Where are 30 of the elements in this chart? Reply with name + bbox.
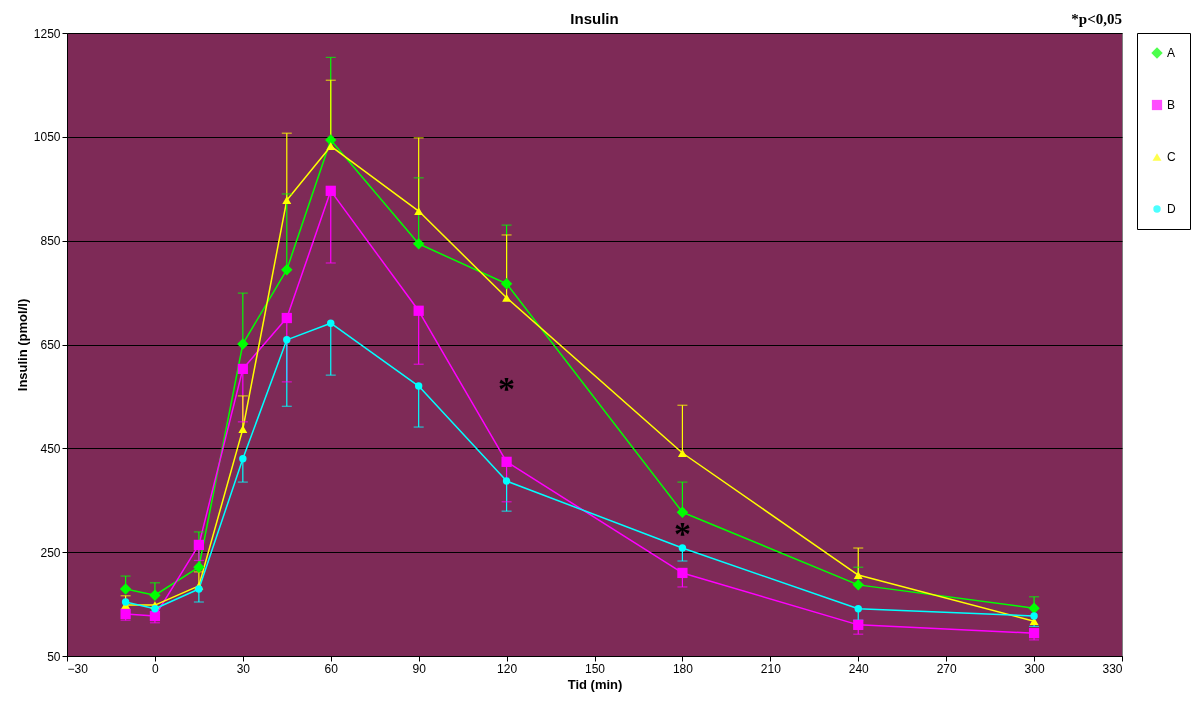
y-tick-label: 1250	[33, 26, 61, 41]
y-tick-label: 450	[40, 441, 61, 456]
x-tick-label: 330	[1102, 661, 1123, 676]
legend-label: B	[1167, 98, 1176, 112]
x-tick-label: −30	[67, 661, 89, 676]
y-tick-label: 850	[40, 234, 61, 249]
x-tick-label: 180	[672, 661, 694, 676]
x-tick-label: 60	[324, 661, 339, 676]
x-tick-label: 300	[1024, 661, 1045, 676]
legend-label: A	[1167, 46, 1176, 60]
x-axis-title: Tid (min)	[567, 676, 623, 692]
chart-title: Insulin	[570, 10, 619, 27]
text: *p<0,05	[1071, 11, 1122, 27]
y-tick-label: 1050	[33, 130, 61, 145]
x-tick-label: 210	[760, 661, 782, 676]
y-tick-label: 250	[40, 545, 61, 560]
y-tick-label: 650	[40, 338, 61, 352]
x-tick-label: 240	[848, 661, 870, 676]
annotation: *	[673, 515, 691, 552]
legend-label: C	[1167, 150, 1176, 164]
x-tick-label: 90	[412, 661, 427, 676]
y-axis-title: Insulin (pmol/l)	[14, 298, 30, 392]
annotation: *	[498, 370, 516, 407]
x-tick-label: 0	[152, 661, 160, 676]
legend-label: D	[1167, 202, 1176, 216]
y-tick-label: 50	[47, 649, 61, 664]
x-tick-label: 270	[936, 661, 957, 676]
x-tick-label: 30	[236, 661, 251, 676]
x-tick-label: 150	[584, 661, 606, 676]
x-tick-label: 120	[497, 661, 518, 676]
